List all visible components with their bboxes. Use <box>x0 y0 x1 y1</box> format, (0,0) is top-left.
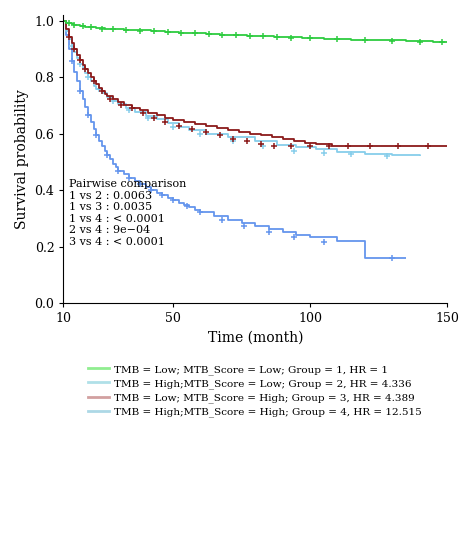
Legend: TMB = Low; MTB_Score = Low; Group = 1, HR = 1, TMB = High;MTB_Score = Low; Group: TMB = Low; MTB_Score = Low; Group = 1, H… <box>84 361 426 421</box>
Y-axis label: Survival probability: Survival probability <box>15 89 29 229</box>
Text: Pairwise comparison
1 vs 2 : 0.0063
1 vs 3 : 0.0035
1 vs 4 : < 0.0001
2 vs 4 : 9: Pairwise comparison 1 vs 2 : 0.0063 1 vs… <box>69 179 186 247</box>
X-axis label: Time (month): Time (month) <box>208 331 303 345</box>
